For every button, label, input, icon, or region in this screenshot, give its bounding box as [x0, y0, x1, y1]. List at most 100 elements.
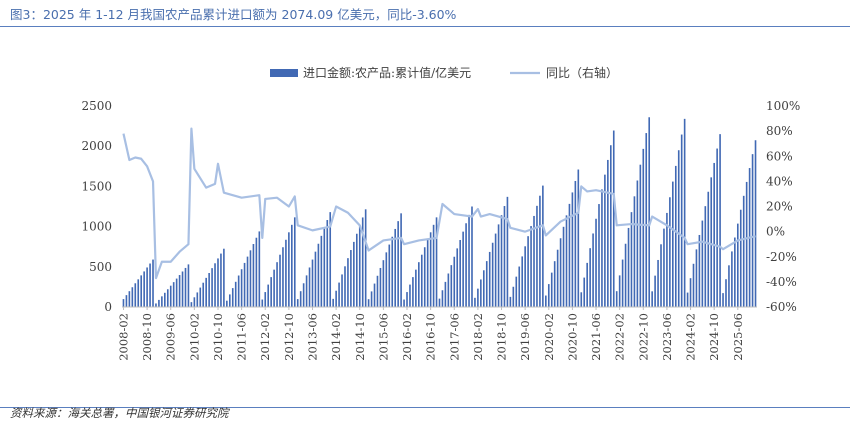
- bar: [228, 294, 231, 307]
- bar: [704, 206, 707, 307]
- bar: [202, 282, 205, 307]
- bar: [674, 165, 677, 307]
- bar: [713, 162, 715, 307]
- bar: [686, 292, 689, 307]
- bar: [456, 248, 459, 308]
- bar: [226, 300, 228, 307]
- bar: [645, 133, 648, 307]
- bar: [471, 206, 473, 307]
- bar: [444, 281, 447, 308]
- bar: [246, 256, 249, 307]
- bar: [639, 164, 642, 307]
- bar: [624, 243, 627, 307]
- bar: [482, 270, 485, 307]
- y-left-tick-label: 2000: [81, 139, 112, 153]
- bar: [358, 225, 361, 307]
- legend-label-line: 同比（右轴）: [546, 65, 618, 80]
- bar: [722, 293, 724, 307]
- bar: [494, 233, 497, 307]
- bar: [137, 279, 140, 307]
- legend-label-bar: 进口金额:农产品:累计值/亿美元: [303, 65, 471, 80]
- bar: [636, 180, 639, 307]
- bar: [223, 248, 225, 307]
- bar: [480, 279, 482, 307]
- bar: [385, 252, 388, 307]
- bar: [545, 295, 547, 307]
- bar: [450, 265, 453, 308]
- x-tick-label: 2024-02: [684, 313, 698, 361]
- bar: [382, 260, 385, 307]
- x-tick-label: 2015-06: [376, 313, 390, 361]
- bar: [491, 242, 494, 307]
- bar: [317, 243, 320, 307]
- bar: [211, 268, 213, 307]
- bar: [134, 283, 137, 307]
- y-right-tick-label: 100%: [766, 99, 800, 113]
- y-right-tick-label: -20%: [766, 250, 797, 264]
- bar: [373, 283, 376, 307]
- bar: [214, 263, 216, 307]
- x-tick-label: 2008-02: [116, 313, 130, 361]
- bar: [341, 274, 343, 307]
- bar: [288, 232, 290, 307]
- bar: [361, 217, 364, 307]
- y-axis-right: -60% -40% -20% 0% 20% 40% 60% 80% 100%: [766, 99, 800, 314]
- bar: [279, 254, 281, 307]
- bar: [607, 159, 609, 307]
- bar: [692, 263, 695, 307]
- bar: [276, 262, 278, 307]
- bar: [524, 246, 526, 307]
- x-tick-label: 2010-10: [211, 313, 225, 361]
- bar: [217, 258, 219, 307]
- bar: [426, 239, 429, 307]
- bar: [710, 177, 713, 307]
- x-tick-label: 2010-02: [187, 313, 201, 361]
- bar: [754, 140, 757, 307]
- y-left-tick-label: 1000: [81, 220, 112, 234]
- bar: [131, 287, 134, 307]
- bar: [609, 145, 612, 307]
- bar-series: [122, 117, 757, 308]
- bar: [716, 148, 718, 307]
- bar: [273, 269, 275, 307]
- bar: [125, 295, 128, 307]
- bar: [633, 196, 636, 307]
- bar: [506, 196, 509, 307]
- bar: [701, 220, 704, 307]
- x-tick-label: 2020-10: [565, 313, 579, 361]
- bar: [586, 262, 588, 307]
- bar: [415, 269, 417, 307]
- bar: [465, 223, 467, 307]
- bar: [146, 267, 148, 307]
- bar: [657, 259, 659, 307]
- bar: [462, 231, 464, 308]
- bar: [719, 134, 721, 307]
- bar: [400, 213, 402, 307]
- bar: [412, 277, 414, 307]
- bar: [252, 244, 255, 307]
- bar: [642, 148, 645, 307]
- bar: [568, 203, 571, 307]
- bar: [598, 204, 600, 307]
- y-left-tick-label: 2500: [81, 99, 112, 113]
- x-tick-label: 2017-06: [447, 313, 461, 361]
- bar: [140, 275, 143, 307]
- y-axis-left: 0 500 1000 1500 2000 2500: [81, 99, 112, 314]
- bar: [128, 291, 131, 307]
- bar: [391, 236, 394, 307]
- y-right-tick-label: -40%: [766, 275, 797, 289]
- bar: [397, 221, 399, 307]
- bar: [261, 299, 264, 307]
- bar: [255, 237, 258, 307]
- bar: [677, 150, 680, 307]
- bar: [666, 212, 668, 307]
- bar: [231, 288, 234, 307]
- bar: [669, 197, 671, 307]
- bar: [237, 275, 240, 307]
- bar: [175, 278, 178, 307]
- bar: [612, 130, 615, 307]
- bar: [621, 259, 624, 307]
- bar: [164, 292, 166, 307]
- bar: [293, 217, 296, 307]
